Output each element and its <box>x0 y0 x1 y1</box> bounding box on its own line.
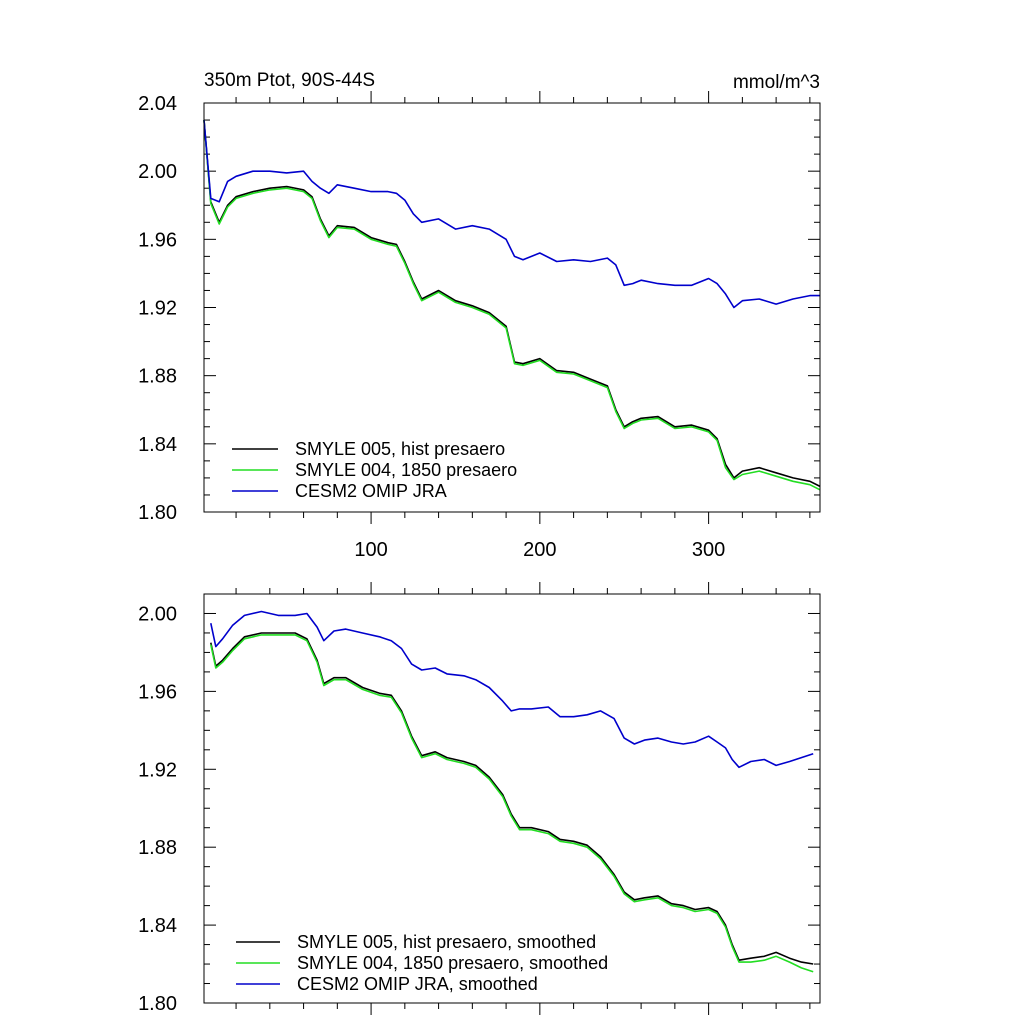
bottom-axis-ticks: 1.80 1.84 1.88 1.92 1.96 2.00 <box>138 582 820 1015</box>
bottom-panel: 1.80 1.84 1.88 1.92 1.96 2.00 SMYLE 005, hist… <box>138 582 821 1015</box>
top-legend-label-cesm2: CESM2 OMIP JRA <box>295 481 447 501</box>
top-axis-ticks: 1.80 1.84 1.88 1.92 1.96 2.00 2.04 100 200 300 <box>138 91 820 561</box>
top-ytick-label: 1.80 <box>138 502 177 524</box>
bottom-ytick-label: 1.92 <box>138 759 177 781</box>
bottom-ytick-label: 2.00 <box>138 603 177 625</box>
bottom-legend: SMYLE 005, hist presaero, smoothed SMYLE… <box>236 932 608 994</box>
bottom-ytick-label: 1.80 <box>138 993 177 1015</box>
top-series-lines <box>203 119 821 491</box>
top-xtick-label: 200 <box>523 539 556 561</box>
bottom-legend-label-smyle004: SMYLE 004, 1850 presaero, smoothed <box>297 953 608 973</box>
top-series-line-2 <box>203 119 820 309</box>
top-ytick-label: 1.92 <box>138 298 177 320</box>
top-plot-frame <box>203 102 821 513</box>
top-ytick-label: 1.96 <box>138 229 177 251</box>
top-legend-label-smyle004: SMYLE 004, 1850 presaero <box>295 460 517 480</box>
top-series-line-0 <box>203 119 821 488</box>
bottom-ytick-label: 1.88 <box>138 837 177 859</box>
bottom-legend-label-smyle005: SMYLE 005, hist presaero, smoothed <box>297 932 596 952</box>
bottom-ytick-label: 1.96 <box>138 681 177 703</box>
top-legend: SMYLE 005, hist presaero SMYLE 004, 1850… <box>232 439 517 501</box>
top-ytick-label: 1.84 <box>138 434 177 456</box>
bottom-series-lines <box>210 610 814 973</box>
top-xtick-label: 100 <box>354 539 387 561</box>
bottom-series-line-1 <box>210 634 814 973</box>
bottom-series-line-2 <box>210 610 814 769</box>
units-label: mmol/m^3 <box>733 72 820 93</box>
top-xtick-label: 300 <box>692 539 725 561</box>
bottom-plot-frame <box>203 593 821 1004</box>
top-legend-label-smyle005: SMYLE 005, hist presaero <box>295 439 505 459</box>
top-panel: 350m Ptot, 90S-44S mmol/m^3 1.80 1.84 1.88… <box>138 70 821 561</box>
top-ytick-label: 1.88 <box>138 366 177 388</box>
bottom-legend-label-cesm2: CESM2 OMIP JRA, smoothed <box>297 974 538 994</box>
bottom-series-line-0 <box>210 632 814 965</box>
top-ytick-label: 2.04 <box>138 93 177 115</box>
panel-title: 350m Ptot, 90S-44S <box>204 70 375 91</box>
top-ytick-label: 2.00 <box>138 161 177 183</box>
top-series-line-1 <box>203 119 821 491</box>
bottom-ytick-label: 1.84 <box>138 915 177 937</box>
